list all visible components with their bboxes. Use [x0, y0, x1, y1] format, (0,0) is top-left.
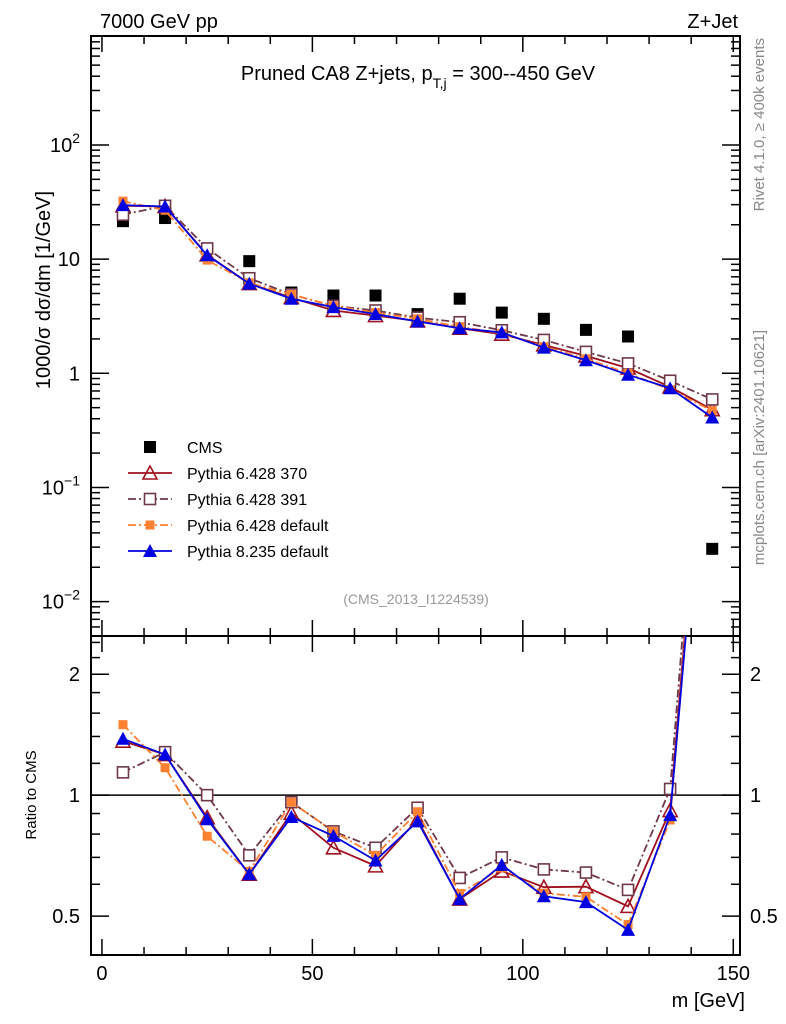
x-tick-label: 50 [301, 963, 323, 985]
ratio-y-tick-label: 1 [750, 785, 761, 807]
series-pythia-6-428-default-ratio-point [202, 831, 212, 841]
legend-label: Pythia 6.428 default [187, 518, 329, 535]
x-tick-label: 100 [506, 963, 539, 985]
series-cms-point [706, 542, 719, 555]
legend-label: Pythia 6.428 391 [187, 492, 307, 509]
y-tick-label: 10 [58, 249, 80, 271]
legend-label: CMS [187, 440, 223, 457]
series-pythia-6-428-391-ratio-point [453, 871, 466, 885]
ratio-y-tick-label: 2 [750, 664, 761, 686]
ratio-y-axis-label: Ratio to CMS [23, 750, 40, 839]
series-cms-point [537, 312, 550, 325]
series-pythia-8-235-default-ratio-point [115, 731, 130, 745]
series-pythia-8-235-default-ratio-point [368, 853, 383, 867]
x-axis-label: m [GeV] [672, 990, 745, 1012]
legend-marker [141, 464, 159, 480]
series-pythia-8-235-default-point [200, 248, 215, 262]
series-pythia-8-235-default-point [621, 367, 636, 381]
series-cms-point [243, 255, 256, 268]
y-tick-label: 10−2 [42, 587, 80, 614]
x-tick-label: 0 [96, 963, 107, 985]
series-pythia-8-235-default-ratio-point [200, 812, 215, 826]
ratio-y-tick-label: 0.5 [52, 906, 80, 928]
series-pythia-8-235-default-ratio-point [663, 808, 678, 822]
y-tick-label: 10−1 [42, 472, 80, 499]
series-pythia-8-235-default-ratio-point [494, 857, 509, 871]
legend-marker [145, 520, 155, 530]
series-pythia-6-428-391-ratio-point [663, 782, 677, 796]
series-pythia-8-235-default-point [158, 199, 173, 213]
ratio-y-tick-label: 1 [69, 785, 80, 807]
side-label-rivet: Rivet 4.1.0, ≥ 400k events [751, 38, 768, 211]
series-cms-point [453, 292, 466, 305]
series-pythia-6-428-370-ratio-point [619, 897, 637, 914]
series-pythia-6-428-default-ratio-point [708, 305, 717, 314]
series-pythia-8-235-default-ratio-point [452, 892, 467, 906]
series-pythia-8-235-default-ratio-point [621, 922, 636, 936]
x-tick-label: 150 [717, 963, 750, 985]
series-pythia-8-235-default-ratio-point [578, 895, 593, 909]
series-pythia-6-428-370-ratio-point [325, 839, 342, 855]
series-pythia-6-428-default-ratio-point [286, 797, 296, 807]
legend-label: Pythia 6.428 370 [187, 466, 307, 483]
series-cms-point [579, 323, 592, 336]
series-pythia-8-235-default-ratio-point [536, 889, 551, 903]
series-pythia-6-428-default-ratio-point [160, 763, 170, 773]
series-pythia-6-428-391-ratio-point [537, 863, 551, 876]
series-pythia-8-235-default-point [410, 314, 425, 328]
series-pythia-6-428-391-point [621, 357, 635, 370]
legend-label: Pythia 8.235 default [187, 544, 329, 561]
series-pythia-6-428-391-point [705, 393, 719, 406]
series-pythia-6-428-391-ratio-point [242, 849, 256, 862]
series-cms-point [327, 289, 340, 302]
series-pythia-8-235-default-ratio-point [410, 814, 425, 828]
series-pythia-8-235-default-point [284, 291, 299, 305]
series-pythia-6-428-default-ratio-point [413, 807, 423, 817]
series-pythia-8-235-default-point [578, 353, 593, 367]
y-tick-label: 102 [50, 130, 80, 157]
series-pythia-6-428-391-ratio-point [707, 264, 718, 275]
side-label-mcplots: mcplots.cern.ch [arXiv:2401.10621] [751, 330, 768, 565]
series-pythia-8-235-default-point [326, 300, 341, 314]
y-tick-label: 1 [69, 363, 80, 385]
header-left: 7000 GeV pp [100, 11, 218, 33]
series-pythia-6-428-391-line [122, 204, 713, 401]
ratio-series-group [114, 264, 719, 936]
series-pythia-8-235-default-point [536, 340, 551, 354]
series-pythia-8-235-default-point [663, 381, 678, 395]
header-right: Z+Jet [687, 11, 738, 33]
series-pythia-8-235-default-point [115, 198, 130, 212]
series-pythia-8-235-default-point [368, 307, 383, 321]
series-pythia-8-235-default-ratio-point [242, 867, 257, 881]
series-cms-point [369, 289, 382, 302]
series-pythia-6-428-391-ratio-point [200, 788, 214, 802]
series-pythia-8-235-default-point [494, 325, 509, 339]
series-pythia-8-235-default-ratio-point [284, 809, 299, 823]
series-pythia-8-235-default-point [705, 410, 720, 424]
series-pythia-6-428-391-ratio-point [579, 866, 593, 879]
series-pythia-8-235-default-ratio-point [326, 828, 341, 842]
analysis-id: (CMS_2013_I1224539) [343, 591, 489, 607]
series-pythia-6-428-default-line [122, 200, 713, 412]
series-pythia-6-428-391-ratio-point [116, 766, 130, 779]
series-pythia-8-235-default-point [242, 276, 257, 290]
legend-marker [143, 492, 157, 506]
legend-marker [144, 441, 156, 453]
series-pythia-8-235-default-ratio-point [705, 326, 719, 339]
series-cms-point [622, 330, 635, 343]
series-cms-point [495, 306, 508, 319]
series-pythia-8-235-default-point [452, 321, 467, 335]
series-pythia-6-428-391-ratio-point [621, 883, 635, 897]
ratio-y-tick-label: 0.5 [750, 906, 778, 928]
ratio-y-tick-label: 2 [69, 664, 80, 686]
legend-marker [143, 544, 157, 557]
main-series-group [114, 196, 721, 555]
series-pythia-8-235-default-ratio-point [158, 747, 173, 761]
series-pythia-6-428-default-ratio-point [118, 720, 128, 730]
y-axis-label: 1000/σ dσ/dm [1/GeV] [33, 191, 55, 389]
chart-title: Pruned CA8 Z+jets, pT,j = 300--450 GeV [241, 63, 596, 91]
series-pythia-6-428-370-ratio-point [705, 299, 719, 312]
